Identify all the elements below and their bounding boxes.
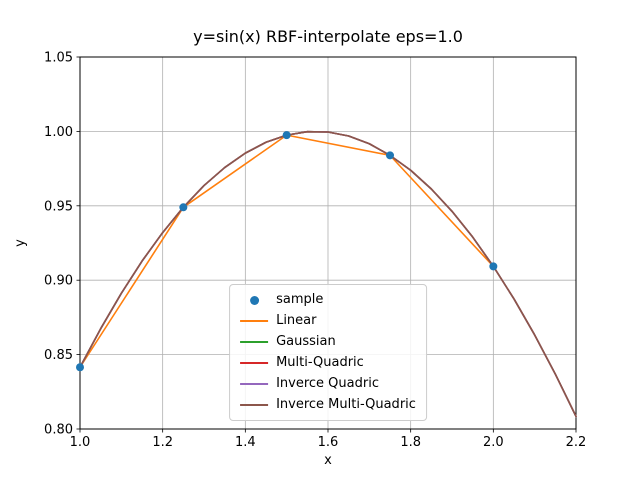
legend-swatch-color bbox=[240, 383, 269, 385]
legend-swatch-color bbox=[249, 295, 259, 305]
sample-point bbox=[386, 151, 394, 160]
x-tick-label: 1.2 bbox=[152, 435, 173, 450]
legend-swatch-color bbox=[240, 404, 269, 406]
legend-label: Gaussian bbox=[276, 334, 336, 349]
x-tick-label: 2.2 bbox=[566, 435, 587, 450]
legend-line-swatch-icon bbox=[240, 335, 269, 349]
sample-point bbox=[179, 203, 188, 212]
legend-item: Gaussian bbox=[240, 334, 416, 350]
y-axis-label: y bbox=[13, 239, 28, 247]
y-tick-label: 0.80 bbox=[44, 423, 73, 438]
x-tick-label: 1.0 bbox=[70, 435, 91, 450]
sample-point bbox=[282, 131, 291, 140]
x-tick-label: 2.0 bbox=[483, 435, 504, 450]
x-tick-label: 1.8 bbox=[400, 435, 421, 450]
legend-line-swatch-icon bbox=[240, 356, 269, 370]
legend-label: Multi-Quadric bbox=[276, 355, 364, 370]
legend-line-swatch-icon bbox=[240, 377, 269, 391]
sample-point bbox=[76, 363, 84, 372]
y-tick-label: 1.00 bbox=[44, 125, 73, 140]
y-tick-label: 0.95 bbox=[44, 199, 73, 214]
legend-label: Inverce Multi-Quadric bbox=[276, 397, 416, 412]
legend-label: Linear bbox=[276, 313, 317, 328]
y-tick-label: 1.05 bbox=[44, 51, 73, 66]
legend-label: sample bbox=[276, 292, 324, 307]
x-tick-label: 1.4 bbox=[235, 435, 256, 450]
legend-item: Inverce Quadric bbox=[240, 376, 416, 392]
chart-title: y=sin(x) RBF-interpolate eps=1.0 bbox=[193, 27, 463, 46]
legend-item: Linear bbox=[240, 313, 416, 329]
legend: sample Linear Gaussian Multi-Quadric Inverce… bbox=[229, 284, 427, 421]
plot-layer: 1.0 1.2 1.4 1.6 1.8 2.0 2.2 0.80 0.85 0.90 0.95 1.0… bbox=[44, 51, 586, 451]
x-tick-label: 1.6 bbox=[318, 435, 339, 450]
sample-point bbox=[489, 262, 498, 271]
legend-marker-dot-icon bbox=[240, 293, 268, 307]
legend-swatch-color bbox=[240, 362, 269, 364]
y-tick-label: 0.90 bbox=[44, 274, 73, 289]
legend-item: Inverce Multi-Quadric bbox=[240, 397, 416, 413]
legend-swatch-color bbox=[240, 341, 269, 343]
x-axis-label: x bbox=[324, 453, 332, 468]
y-tick-label: 0.85 bbox=[44, 348, 73, 363]
legend-item: sample bbox=[240, 292, 416, 308]
legend-line-swatch-icon bbox=[240, 398, 269, 412]
legend-swatch-color bbox=[240, 320, 269, 322]
legend-line-swatch-icon bbox=[240, 314, 269, 328]
legend-item: Multi-Quadric bbox=[240, 355, 416, 371]
legend-label: Inverce Quadric bbox=[276, 376, 379, 391]
